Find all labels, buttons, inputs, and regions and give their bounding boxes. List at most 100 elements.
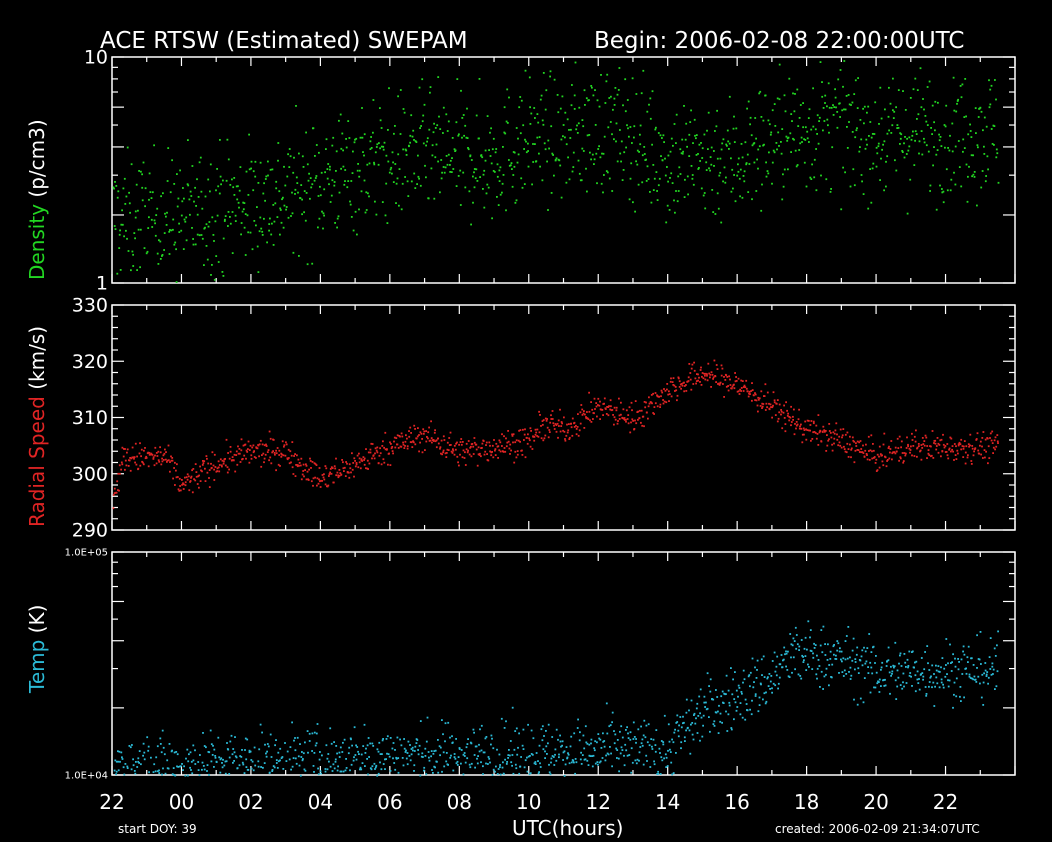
data-point-density [173, 183, 176, 185]
data-point-temp [434, 749, 437, 752]
data-point-density [211, 264, 213, 266]
data-point-radial_speed [503, 447, 506, 449]
data-point-radial_speed [272, 450, 274, 452]
data-point-temp [672, 772, 675, 774]
data-point-temp [840, 658, 842, 661]
data-point-temp [118, 750, 121, 753]
data-point-temp [496, 748, 498, 751]
data-point-radial_speed [925, 436, 928, 439]
data-point-temp [336, 752, 338, 755]
data-point-temp [680, 741, 683, 744]
data-point-density [862, 107, 864, 110]
data-point-radial_speed [302, 463, 305, 466]
data-point-radial_speed [544, 417, 547, 420]
data-point-temp [500, 717, 503, 720]
data-point-density [377, 163, 380, 166]
data-point-temp [849, 656, 851, 659]
data-point-radial_speed [334, 467, 337, 470]
data-point-radial_speed [843, 445, 845, 448]
data-point-density [282, 226, 285, 229]
data-point-density [732, 127, 735, 130]
data-point-temp [694, 722, 697, 725]
data-point-density [112, 186, 115, 189]
data-point-temp [828, 684, 830, 687]
data-point-temp [619, 752, 622, 755]
data-point-radial_speed [836, 438, 839, 441]
data-point-density [778, 63, 781, 66]
data-point-radial_speed [951, 448, 953, 451]
data-point-density [826, 105, 828, 108]
data-point-density [361, 107, 363, 109]
data-point-temp [638, 759, 640, 762]
data-point-density [137, 228, 140, 231]
data-point-radial_speed [584, 413, 586, 416]
data-point-density [190, 195, 193, 197]
data-point-radial_speed [857, 449, 860, 451]
data-point-temp [887, 659, 890, 662]
data-point-density [675, 113, 678, 116]
data-point-radial_speed [642, 415, 645, 418]
data-point-density [310, 186, 313, 189]
data-point-density [462, 171, 465, 174]
data-point-density [546, 160, 548, 163]
data-point-temp [304, 741, 306, 744]
data-point-temp [728, 704, 731, 707]
data-point-density [261, 234, 264, 236]
data-point-radial_speed [889, 451, 891, 454]
data-point-temp [265, 752, 267, 755]
data-point-temp [636, 758, 639, 761]
data-point-temp [430, 755, 432, 758]
data-point-density [527, 142, 529, 145]
data-point-density [426, 137, 429, 140]
data-point-density [760, 116, 763, 118]
data-point-radial_speed [920, 444, 923, 446]
data-point-temp [818, 665, 821, 667]
data-point-temp [350, 763, 353, 766]
data-point-radial_speed [538, 431, 541, 434]
data-point-radial_speed [198, 474, 200, 477]
data-point-density [888, 86, 890, 89]
data-point-temp [511, 706, 514, 709]
data-point-radial_speed [558, 425, 560, 427]
data-point-density [374, 151, 377, 154]
data-point-radial_speed [757, 398, 760, 401]
data-point-density [894, 159, 896, 162]
data-point-temp [458, 747, 461, 749]
data-point-temp [334, 760, 337, 763]
data-point-density [490, 127, 492, 130]
data-point-temp [357, 750, 359, 753]
data-point-density [362, 151, 364, 153]
data-point-temp [114, 759, 117, 762]
data-point-density [600, 182, 603, 185]
data-point-radial_speed [263, 457, 266, 460]
data-point-density [342, 149, 344, 152]
data-point-radial_speed [753, 394, 755, 397]
data-point-temp [691, 733, 694, 736]
data-point-radial_speed [460, 438, 463, 440]
data-point-temp [845, 673, 848, 675]
data-point-temp [817, 659, 820, 661]
data-point-radial_speed [716, 368, 719, 370]
data-point-temp [422, 756, 424, 758]
data-point-temp [533, 762, 536, 765]
data-point-radial_speed [323, 478, 326, 481]
data-point-radial_speed [607, 406, 610, 408]
data-point-temp [389, 737, 392, 739]
data-point-density [933, 121, 935, 124]
data-point-radial_speed [795, 421, 798, 423]
data-point-density [402, 108, 405, 110]
data-point-temp [976, 634, 978, 637]
data-point-radial_speed [176, 476, 179, 478]
data-point-density [501, 191, 503, 194]
data-point-temp [348, 746, 351, 749]
data-point-density [277, 159, 279, 162]
data-point-temp [217, 736, 220, 739]
data-point-radial_speed [729, 378, 731, 381]
data-point-radial_speed [455, 442, 457, 445]
data-point-temp [552, 756, 555, 758]
data-point-temp [354, 754, 357, 756]
data-point-radial_speed [467, 449, 469, 452]
data-point-temp [830, 676, 833, 679]
data-point-temp [972, 678, 975, 681]
data-point-radial_speed [256, 447, 259, 450]
